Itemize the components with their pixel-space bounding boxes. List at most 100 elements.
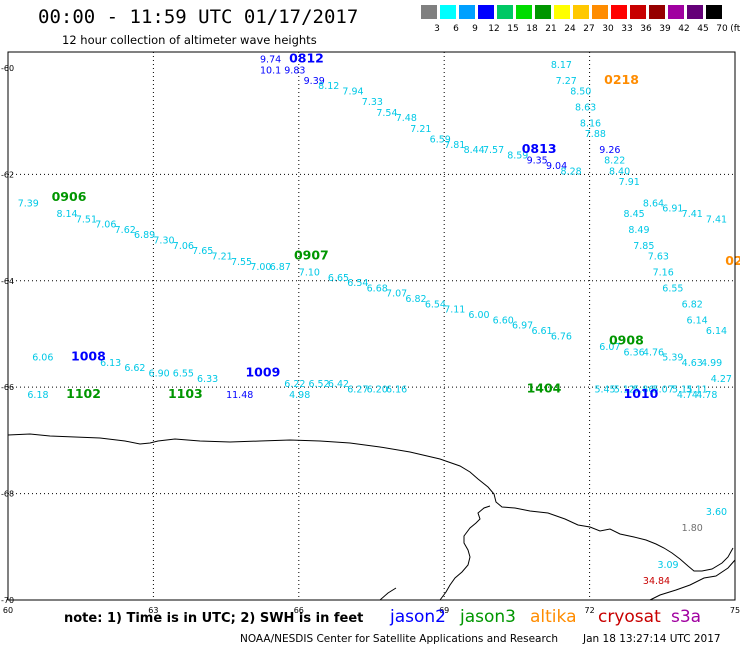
swh-value: 7.11 <box>444 305 465 316</box>
swh-value: 10.1 <box>260 65 281 76</box>
swh-value: 6.54 <box>425 299 446 310</box>
swh-value: 8.14 <box>56 209 77 220</box>
generated-timestamp: Jan 18 13:27:14 UTC 2017 <box>583 633 721 645</box>
swh-value: 3.60 <box>706 507 727 518</box>
y-tick-label: -60 <box>1 64 14 73</box>
x-tick-label: 75 <box>730 606 740 615</box>
swh-value: 5.11 <box>687 385 708 396</box>
pass-time-label: 0217 <box>725 253 740 268</box>
legend-swatch <box>630 5 646 19</box>
legend-swatch <box>554 5 570 19</box>
swh-value: 7.10 <box>299 267 320 278</box>
map-title: 00:00 - 11:59 UTC 01/17/2017 <box>38 6 359 28</box>
swh-value: 8.64 <box>643 198 664 209</box>
swh-value: 9.83 <box>284 65 305 76</box>
satellite-label: cryosat <box>598 607 661 627</box>
swh-value: 6.20 <box>367 385 388 396</box>
swh-value: 7.63 <box>648 251 669 262</box>
swh-value: 6.61 <box>531 326 552 337</box>
map-frame <box>7 51 736 601</box>
x-tick-label: 63 <box>148 606 158 615</box>
legend-swatch <box>535 5 551 19</box>
x-tick-label: 69 <box>439 606 449 615</box>
legend-label: 18 <box>526 24 538 34</box>
pass-time-label: 0218 <box>604 72 639 87</box>
swh-value: 5.86 <box>633 385 654 396</box>
x-tick-label: 66 <box>294 606 304 615</box>
swh-value: 7.85 <box>633 241 654 252</box>
swh-value: 6.82 <box>682 299 703 310</box>
legend-swatch <box>440 5 456 19</box>
map-subtitle: 12 hour collection of altimeter wave hei… <box>62 33 317 47</box>
swh-value: 7.39 <box>18 198 39 209</box>
swh-value: 6.97 <box>512 321 533 332</box>
swh-value: 7.65 <box>192 246 213 257</box>
swh-value: 8.12 <box>318 81 339 92</box>
pass-time-label: 0908 <box>609 333 644 348</box>
legend-swatch <box>478 5 494 19</box>
swh-value: 7.51 <box>76 214 97 225</box>
swh-value: 6.55 <box>173 369 194 380</box>
swh-value: 9.39 <box>304 76 325 87</box>
swh-value: 6.76 <box>551 331 572 342</box>
legend-swatch <box>611 5 627 19</box>
swh-value: 7.55 <box>231 257 252 268</box>
x-tick-label: 72 <box>585 606 595 615</box>
swh-value: 1.80 <box>682 523 703 534</box>
swh-value: 6.06 <box>32 353 53 364</box>
x-tick-label: 60 <box>3 606 13 615</box>
legend-swatch <box>649 5 665 19</box>
swh-value: 8.22 <box>604 156 625 167</box>
swh-value: 6.65 <box>328 273 349 284</box>
swh-value: 7.07 <box>386 289 407 300</box>
pass-time-label: 1103 <box>168 386 203 401</box>
swh-value: 7.48 <box>396 113 417 124</box>
y-tick-label: -66 <box>1 383 14 392</box>
swh-value: 7.81 <box>444 140 465 151</box>
legend-swatch <box>573 5 589 19</box>
legend-label: 24 <box>564 24 576 34</box>
swh-value: 4.78 <box>696 390 717 401</box>
swh-value: 9.26 <box>599 145 620 156</box>
swh-value: 4.98 <box>289 390 310 401</box>
swh-value: 9.04 <box>546 161 567 172</box>
legend-label: 33 <box>621 24 633 34</box>
swh-value: 6.90 <box>149 369 170 380</box>
swh-value: 34.84 <box>643 576 670 587</box>
swh-value: 6.52 <box>308 379 329 390</box>
swh-value: 6.89 <box>134 230 155 241</box>
legend-label: 36 <box>640 24 652 34</box>
swh-value: 7.33 <box>362 97 383 108</box>
swh-value: 7.27 <box>556 76 577 87</box>
swh-value: 8.17 <box>551 60 572 71</box>
swh-value: 5.12 <box>614 385 635 396</box>
swh-value: 4.74 <box>677 390 698 401</box>
swh-value: 6.54 <box>347 278 368 289</box>
credit-line: NOAA/NESDIS Center for Satellite Applica… <box>240 633 558 645</box>
swh-value: 9.35 <box>527 156 548 167</box>
swh-value: 7.91 <box>619 177 640 188</box>
footer-note: note: 1) Time is in UTC; 2) SWH is in fe… <box>64 611 364 626</box>
swh-value: 7.06 <box>95 220 116 231</box>
legend-label: 45 <box>697 24 709 34</box>
swh-value: 6.16 <box>386 385 407 396</box>
legend-swatch <box>687 5 703 19</box>
swh-value: 6.00 <box>468 310 489 321</box>
y-tick-label: -70 <box>1 596 14 605</box>
swh-value: 7.88 <box>585 129 606 140</box>
swh-value: 8.59 <box>507 150 528 161</box>
swh-value: 7.57 <box>483 145 504 156</box>
legend-label: 39 <box>659 24 671 34</box>
swh-value: 6.07 <box>599 342 620 353</box>
legend-label: 70 <box>716 24 728 34</box>
swh-value: 8.50 <box>570 87 591 98</box>
axis-ticks: 60 63 66 69 72 75 -60 -62 -64 -66 -68 -70 <box>1 64 740 615</box>
swh-value: 5.45 <box>594 385 615 396</box>
legend-unit: (ft) <box>730 24 740 34</box>
swh-value: 7.16 <box>653 267 674 278</box>
swh-value: 7.94 <box>342 87 363 98</box>
legend-swatch <box>516 5 532 19</box>
legend-label: 30 <box>602 24 614 34</box>
coastline <box>7 433 736 601</box>
legend-swatch <box>592 5 608 19</box>
